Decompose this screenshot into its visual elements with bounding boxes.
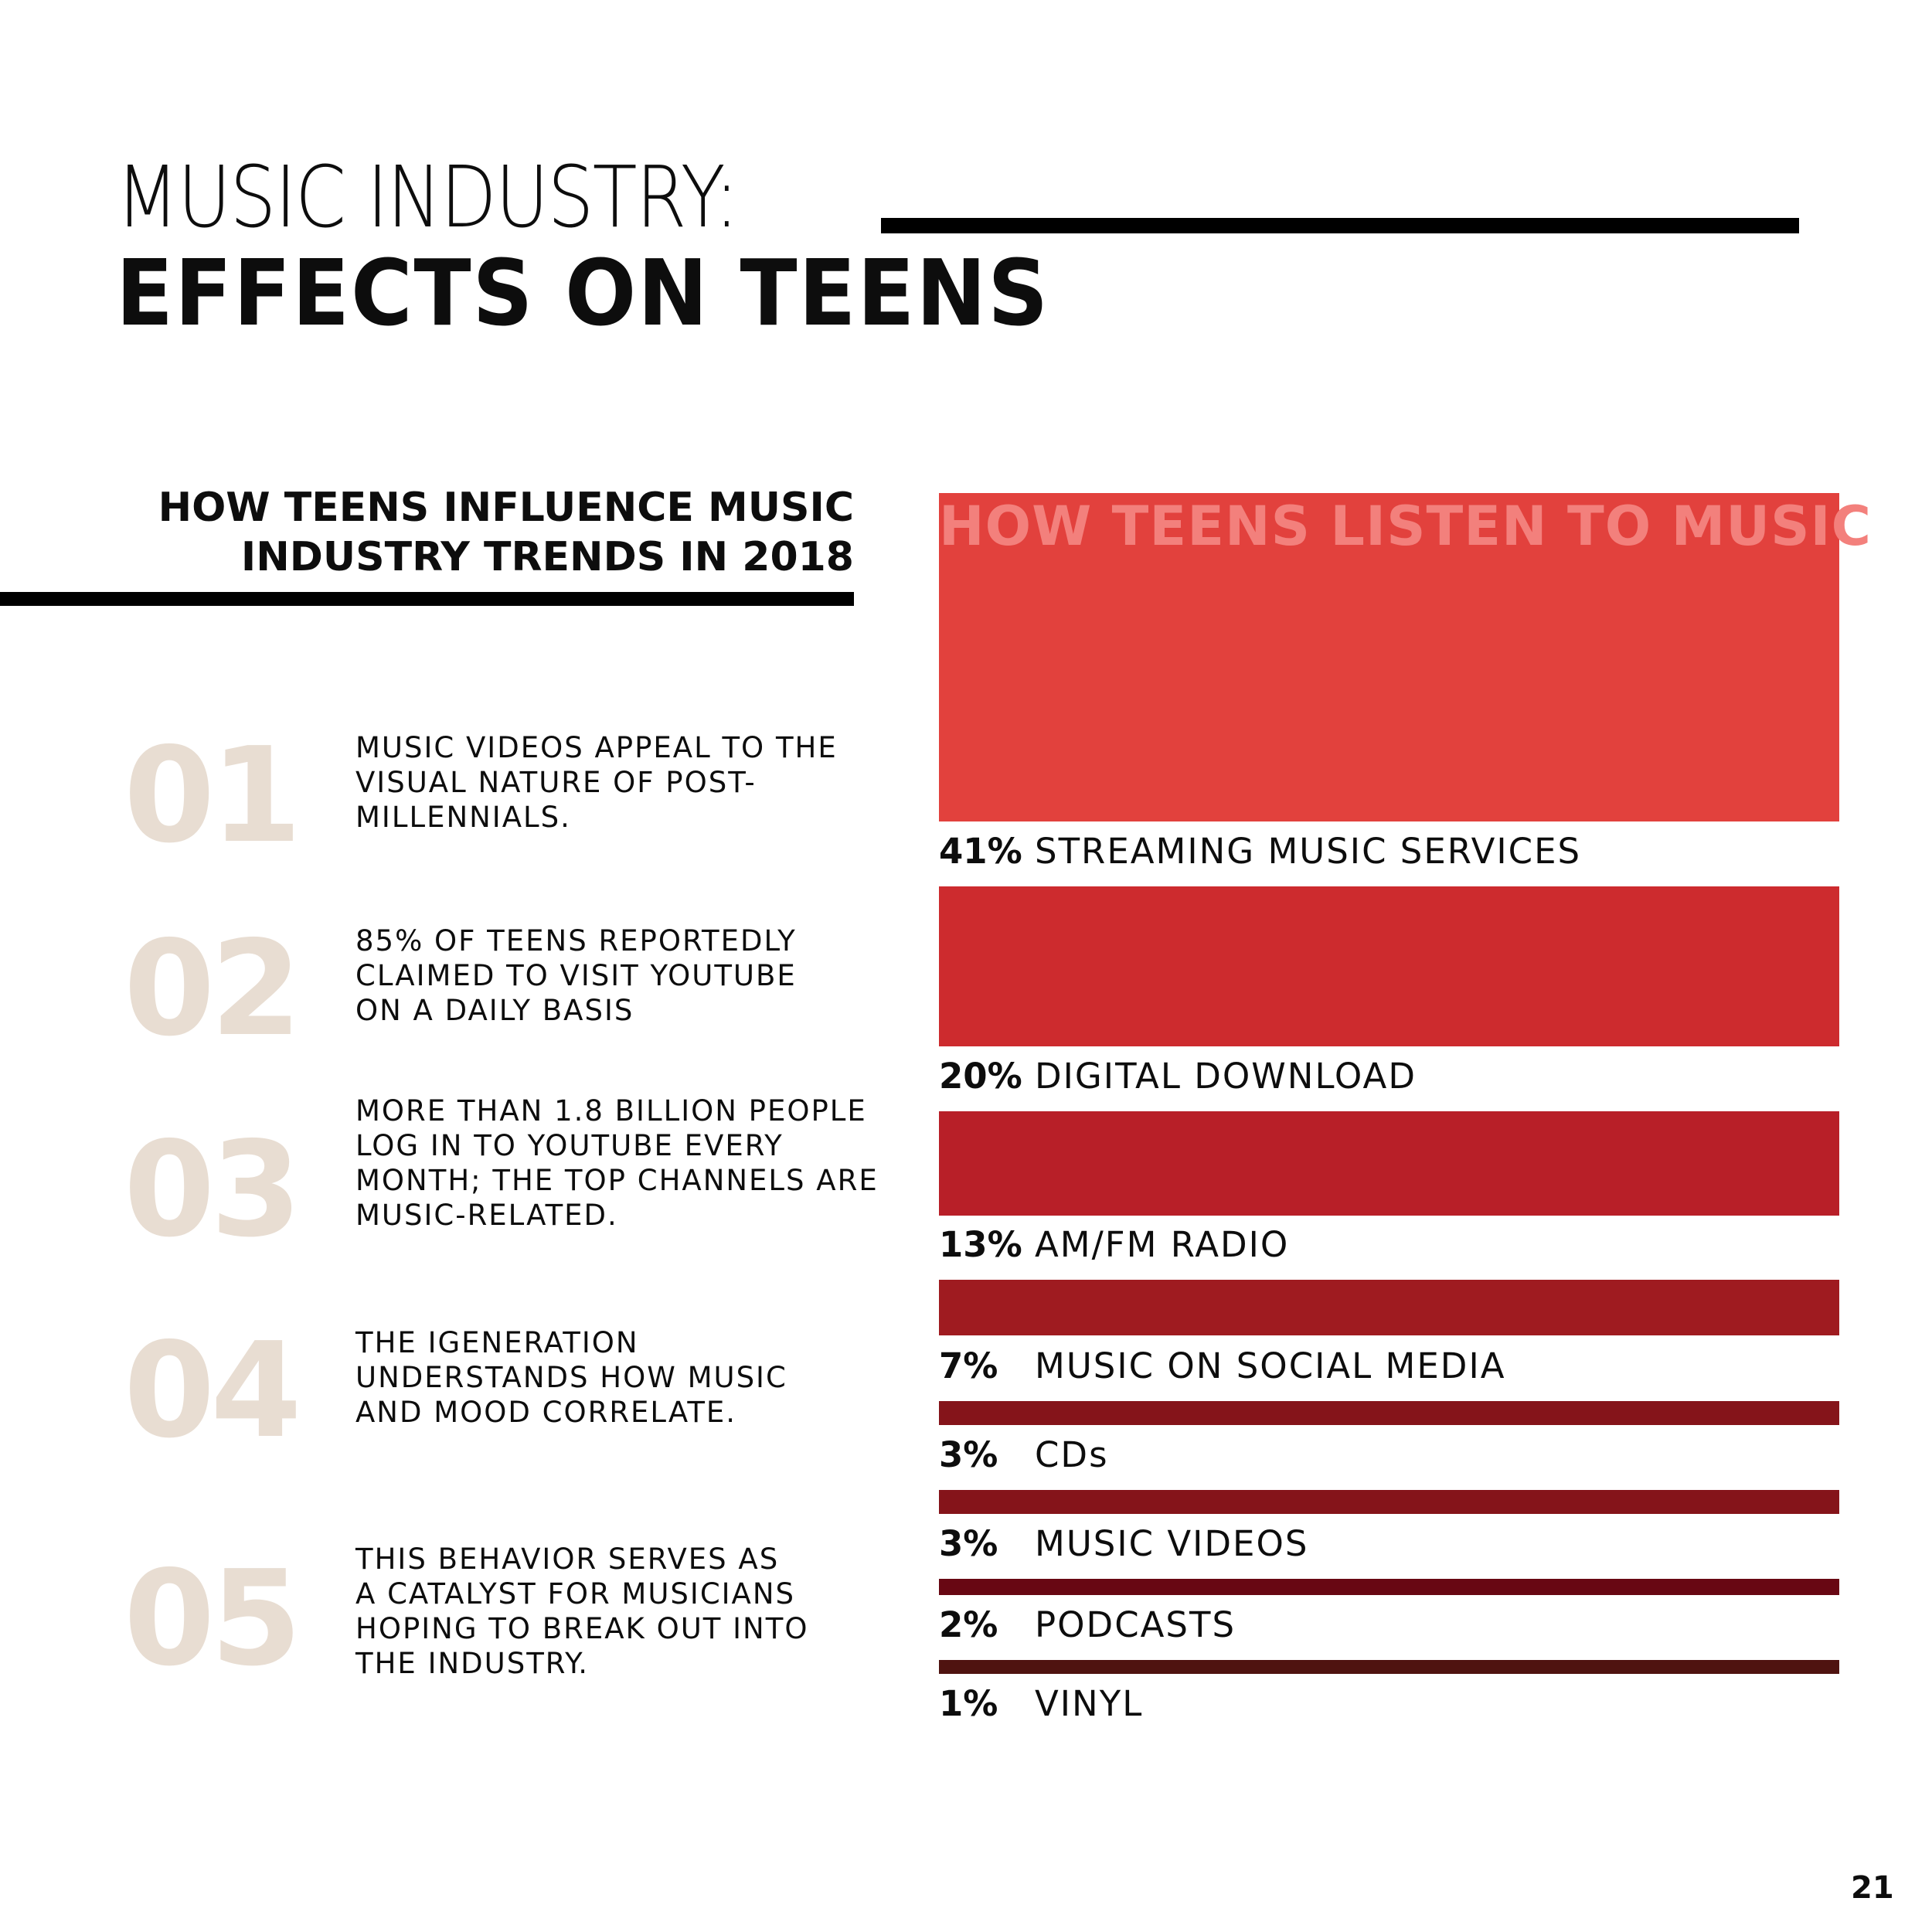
- influence-item-line: MUSIC VIDEOS APPEAL TO THE: [355, 731, 838, 764]
- page-title-line1: MUSIC INDUSTRY:: [116, 148, 739, 247]
- influence-item-number: 04: [124, 1315, 302, 1468]
- page-title-line2: EFFECTS ON TEENS: [116, 240, 1050, 346]
- influence-item-line: MILLENNIALS.: [355, 801, 571, 834]
- chart-category-label: MUSIC VIDEOS: [1035, 1523, 1309, 1564]
- chart-bar: [939, 1111, 1839, 1216]
- influence-heading-line2: INDUSTRY TRENDS IN 2018: [240, 534, 854, 580]
- influence-item-line: MUSIC-RELATED.: [355, 1199, 618, 1232]
- chart-title: HOW TEENS LISTEN TO MUSIC: [939, 495, 1872, 558]
- influence-item-number: 02: [124, 913, 302, 1066]
- influence-item-line: MORE THAN 1.8 BILLION PEOPLE: [355, 1094, 867, 1128]
- chart-category-label: AM/FM RADIO: [1035, 1224, 1290, 1265]
- title-rule: [881, 218, 1799, 233]
- influence-item-number: 05: [124, 1543, 302, 1696]
- influence-item-line: MONTH; THE TOP CHANNELS ARE: [355, 1164, 879, 1197]
- chart-value-label: 3%: [939, 1434, 998, 1475]
- chart-bar-label: 20% DIGITAL DOWNLOAD: [939, 1059, 1417, 1094]
- influence-item-line: ON A DAILY BASIS: [355, 994, 634, 1027]
- chart-value-label: 1%: [939, 1683, 998, 1724]
- chart-value-label: 3%: [939, 1523, 998, 1564]
- influence-rule: [0, 592, 854, 606]
- chart-category-label: PODCASTS: [1035, 1604, 1236, 1645]
- influence-heading: HOW TEENS INFLUENCE MUSIC INDUSTRY TREND…: [77, 483, 854, 582]
- influence-item-text: THE IGENERATION UNDERSTANDS HOW MUSIC AND …: [355, 1325, 889, 1430]
- influence-item-line: THE IGENERATION: [355, 1326, 639, 1359]
- influence-item-line: THE INDUSTRY.: [355, 1647, 590, 1680]
- influence-item-line: VISUAL NATURE OF POST-: [355, 766, 757, 799]
- influence-item-text: THIS BEHAVIOR SERVES AS A CATALYST FOR MU…: [355, 1542, 889, 1681]
- influence-item-line: A CATALYST FOR MUSICIANS: [355, 1577, 796, 1611]
- chart-bar: [939, 1400, 1839, 1425]
- chart-category-label: CDs: [1035, 1434, 1109, 1475]
- chart-value-label: 2%: [939, 1604, 998, 1645]
- influence-item-number: 03: [124, 1114, 302, 1267]
- chart-value-label: 41%: [939, 831, 1022, 872]
- chart-bar: [939, 886, 1839, 1046]
- chart-bar: [939, 1659, 1839, 1674]
- chart-bar-label: 41% STREAMING MUSIC SERVICES: [939, 834, 1581, 869]
- influence-item-line: LOG IN TO YOUTUBE EVERY: [355, 1129, 784, 1162]
- influence-item-text: MORE THAN 1.8 BILLION PEOPLE LOG IN TO YO…: [355, 1094, 889, 1233]
- influence-heading-line1: HOW TEENS INFLUENCE MUSIC: [158, 485, 854, 531]
- chart-bar: [939, 1280, 1839, 1336]
- influence-item-line: HOPING TO BREAK OUT INTO: [355, 1612, 809, 1645]
- influence-item-text: 85% OF TEENS REPORTEDLY CLAIMED TO VISIT …: [355, 923, 889, 1028]
- chart-bar-label: 1% VINYL: [939, 1686, 1143, 1721]
- chart-bar-label: 3% CDs: [939, 1437, 1109, 1472]
- chart-bar: [939, 1578, 1839, 1595]
- chart-bar-label: 7% MUSIC ON SOCIAL MEDIA: [939, 1349, 1506, 1383]
- chart-bar-label: 3% MUSIC VIDEOS: [939, 1526, 1308, 1561]
- influence-item-line: AND MOOD CORRELATE.: [355, 1396, 737, 1429]
- influence-item-line: THIS BEHAVIOR SERVES AS: [355, 1543, 780, 1576]
- chart-bar-label: 2% PODCASTS: [939, 1607, 1236, 1642]
- chart-value-label: 13%: [939, 1224, 1022, 1265]
- influence-item-line: CLAIMED TO VISIT YOUTUBE: [355, 959, 797, 992]
- influence-item-number: 01: [124, 719, 302, 872]
- page-number: 21: [1851, 1870, 1894, 1906]
- influence-item-text: MUSIC VIDEOS APPEAL TO THE VISUAL NATURE …: [355, 730, 889, 835]
- chart-category-label: DIGITAL DOWNLOAD: [1035, 1056, 1417, 1097]
- chart-category-label: STREAMING MUSIC SERVICES: [1035, 831, 1582, 872]
- chart-bar: [939, 493, 1839, 821]
- influence-item-line: UNDERSTANDS HOW MUSIC: [355, 1361, 787, 1394]
- chart-category-label: VINYL: [1035, 1683, 1144, 1724]
- chart-value-label: 7%: [939, 1345, 998, 1386]
- chart-value-label: 20%: [939, 1056, 1022, 1097]
- chart-bar: [939, 1489, 1839, 1514]
- chart-bar-label: 13% AM/FM RADIO: [939, 1227, 1289, 1262]
- chart-category-label: MUSIC ON SOCIAL MEDIA: [1035, 1345, 1506, 1386]
- influence-item-line: 85% OF TEENS REPORTEDLY: [355, 924, 797, 957]
